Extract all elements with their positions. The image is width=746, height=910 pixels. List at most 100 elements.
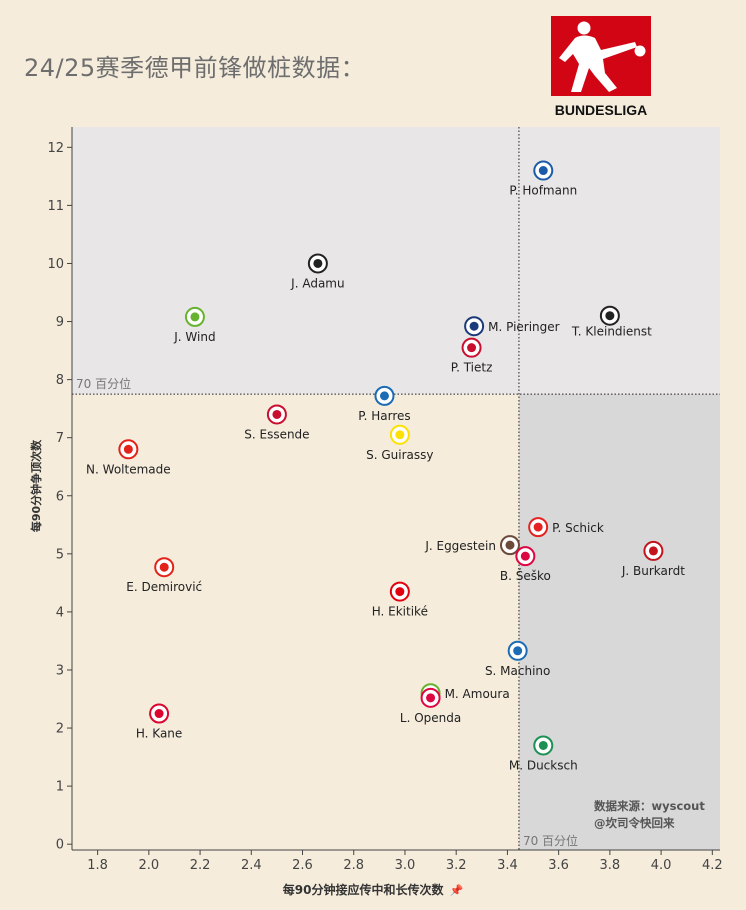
x-tick-label: 2.4 bbox=[241, 858, 262, 873]
point-label: S. Guirassy bbox=[366, 448, 433, 462]
x-tick-label: 4.0 bbox=[651, 858, 672, 873]
x-tick-label: 1.8 bbox=[87, 858, 108, 873]
club-badge-core bbox=[605, 311, 615, 321]
club-badge-core bbox=[154, 709, 164, 719]
point-label: S. Essende bbox=[244, 427, 309, 441]
pin-icon[interactable]: 📌 bbox=[449, 884, 464, 897]
club-badge-core bbox=[505, 540, 515, 550]
x-axis-label: 每90分钟接应传中和长传次数 bbox=[282, 883, 444, 897]
club-badge-core bbox=[123, 444, 133, 454]
data-point: N. Woltemade bbox=[86, 439, 171, 476]
source-note: 数据来源：wyscout @坎司令快回来 bbox=[594, 798, 705, 832]
y-tick-label: 9 bbox=[56, 315, 64, 330]
y-tick-label: 12 bbox=[47, 141, 64, 156]
y-tick-label: 7 bbox=[56, 431, 64, 446]
data-point: H. Ekitiké bbox=[372, 581, 428, 619]
point-label: J. Eggestein bbox=[424, 539, 496, 553]
point-label: S. Machino bbox=[485, 664, 550, 678]
percentile-lines: 70 百分位 70 百分位 bbox=[72, 127, 720, 850]
point-label: P. Hofmann bbox=[509, 184, 577, 198]
bundesliga-logo-text: BUNDESLIGA bbox=[554, 102, 648, 118]
data-point: B. Šeško bbox=[500, 546, 551, 583]
x-axis-label-row: 每90分钟接应传中和长传次数 📌 bbox=[0, 881, 746, 898]
y-tick-label: 8 bbox=[56, 373, 64, 388]
club-badge-core bbox=[513, 646, 523, 656]
data-point: L. Openda bbox=[400, 687, 461, 725]
y-tick-label: 5 bbox=[56, 547, 64, 562]
y-tick-label: 2 bbox=[56, 722, 64, 737]
data-point: J. Eggestein bbox=[424, 535, 520, 556]
point-label: M. Ducksch bbox=[509, 758, 578, 772]
bundesliga-logo-icon bbox=[551, 16, 651, 96]
y-tick-label: 0 bbox=[56, 838, 64, 853]
data-point: J. Burkardt bbox=[621, 540, 685, 578]
club-badge-core bbox=[538, 166, 548, 176]
x-tick-label: 3.4 bbox=[497, 858, 518, 873]
y-percentile-label: 70 百分位 bbox=[76, 376, 131, 391]
x-tick-label: 2.0 bbox=[138, 858, 159, 873]
source-line: 数据来源：wyscout bbox=[594, 799, 705, 813]
club-badge-core bbox=[272, 409, 282, 419]
point-label: J. Burkardt bbox=[621, 564, 685, 578]
x-tick-label: 4.2 bbox=[702, 858, 723, 873]
point-label: E. Demirović bbox=[126, 580, 202, 594]
data-point: J. Adamu bbox=[290, 253, 345, 290]
point-label: P. Tietz bbox=[451, 361, 493, 375]
x-percentile-label: 70 百分位 bbox=[523, 833, 578, 848]
point-label: H. Kane bbox=[136, 727, 182, 741]
data-point: E. Demirović bbox=[126, 557, 202, 594]
quadrant-top bbox=[72, 127, 720, 395]
y-tick-label: 11 bbox=[47, 199, 64, 214]
point-label: N. Woltemade bbox=[86, 462, 171, 476]
bundesliga-logo: BUNDESLIGA bbox=[551, 16, 651, 119]
quadrant-backgrounds bbox=[72, 127, 720, 850]
quadrant-bottom-right bbox=[518, 394, 720, 850]
x-tick-label: 3.0 bbox=[395, 858, 416, 873]
data-point: P. Hofmann bbox=[509, 160, 577, 198]
point-label: M. Pieringer bbox=[488, 320, 560, 334]
data-point: S. Essende bbox=[244, 404, 310, 441]
club-badge-core bbox=[469, 321, 479, 331]
x-tick-label: 3.2 bbox=[446, 858, 467, 873]
club-badge-core bbox=[395, 430, 405, 440]
point-label: P. Harres bbox=[358, 409, 410, 423]
y-tick-label: 10 bbox=[47, 257, 64, 272]
club-badge-core bbox=[190, 312, 200, 322]
data-point: H. Kane bbox=[136, 703, 182, 741]
club-badge-core bbox=[379, 391, 389, 401]
point-label: M. Amoura bbox=[445, 687, 510, 701]
club-badge-core bbox=[538, 740, 548, 750]
data-point: P. Tietz bbox=[451, 337, 493, 375]
club-badge-core bbox=[520, 551, 530, 561]
data-point: M. Ducksch bbox=[509, 735, 578, 772]
data-points: P. Hofmann J. Adamu J. Wind M. Pieringer T. … bbox=[86, 160, 685, 772]
y-axis-label: 每90分钟争顶次数 bbox=[30, 439, 43, 533]
club-badge-core bbox=[395, 587, 405, 597]
y-tick-label: 4 bbox=[56, 605, 64, 620]
point-label: T. Kleindienst bbox=[571, 325, 652, 339]
x-tick-label: 2.2 bbox=[190, 858, 211, 873]
x-tick-label: 3.6 bbox=[548, 858, 569, 873]
y-tick-label: 3 bbox=[56, 663, 64, 678]
point-label: J. Adamu bbox=[290, 276, 344, 290]
page-title: 24/25赛季德甲前锋做桩数据： bbox=[24, 54, 366, 82]
y-tick-label: 1 bbox=[56, 780, 64, 795]
club-badge-core bbox=[467, 343, 477, 353]
data-point: P. Schick bbox=[528, 517, 604, 538]
data-point: M. Pieringer bbox=[464, 316, 560, 337]
x-tick-label: 2.8 bbox=[343, 858, 364, 873]
data-point: S. Machino bbox=[485, 640, 550, 678]
point-label: J. Wind bbox=[173, 330, 215, 344]
data-point: P. Harres bbox=[358, 385, 411, 423]
club-badge-core bbox=[533, 522, 543, 532]
point-label: P. Schick bbox=[552, 521, 604, 535]
data-point: T. Kleindienst bbox=[571, 305, 652, 339]
club-badge-core bbox=[648, 546, 658, 556]
data-point: S. Guirassy bbox=[366, 424, 434, 462]
x-tick-label: 2.6 bbox=[292, 858, 313, 873]
point-label: L. Openda bbox=[400, 711, 461, 725]
data-point: J. Wind bbox=[173, 306, 216, 344]
x-tick-label: 3.8 bbox=[600, 858, 621, 873]
